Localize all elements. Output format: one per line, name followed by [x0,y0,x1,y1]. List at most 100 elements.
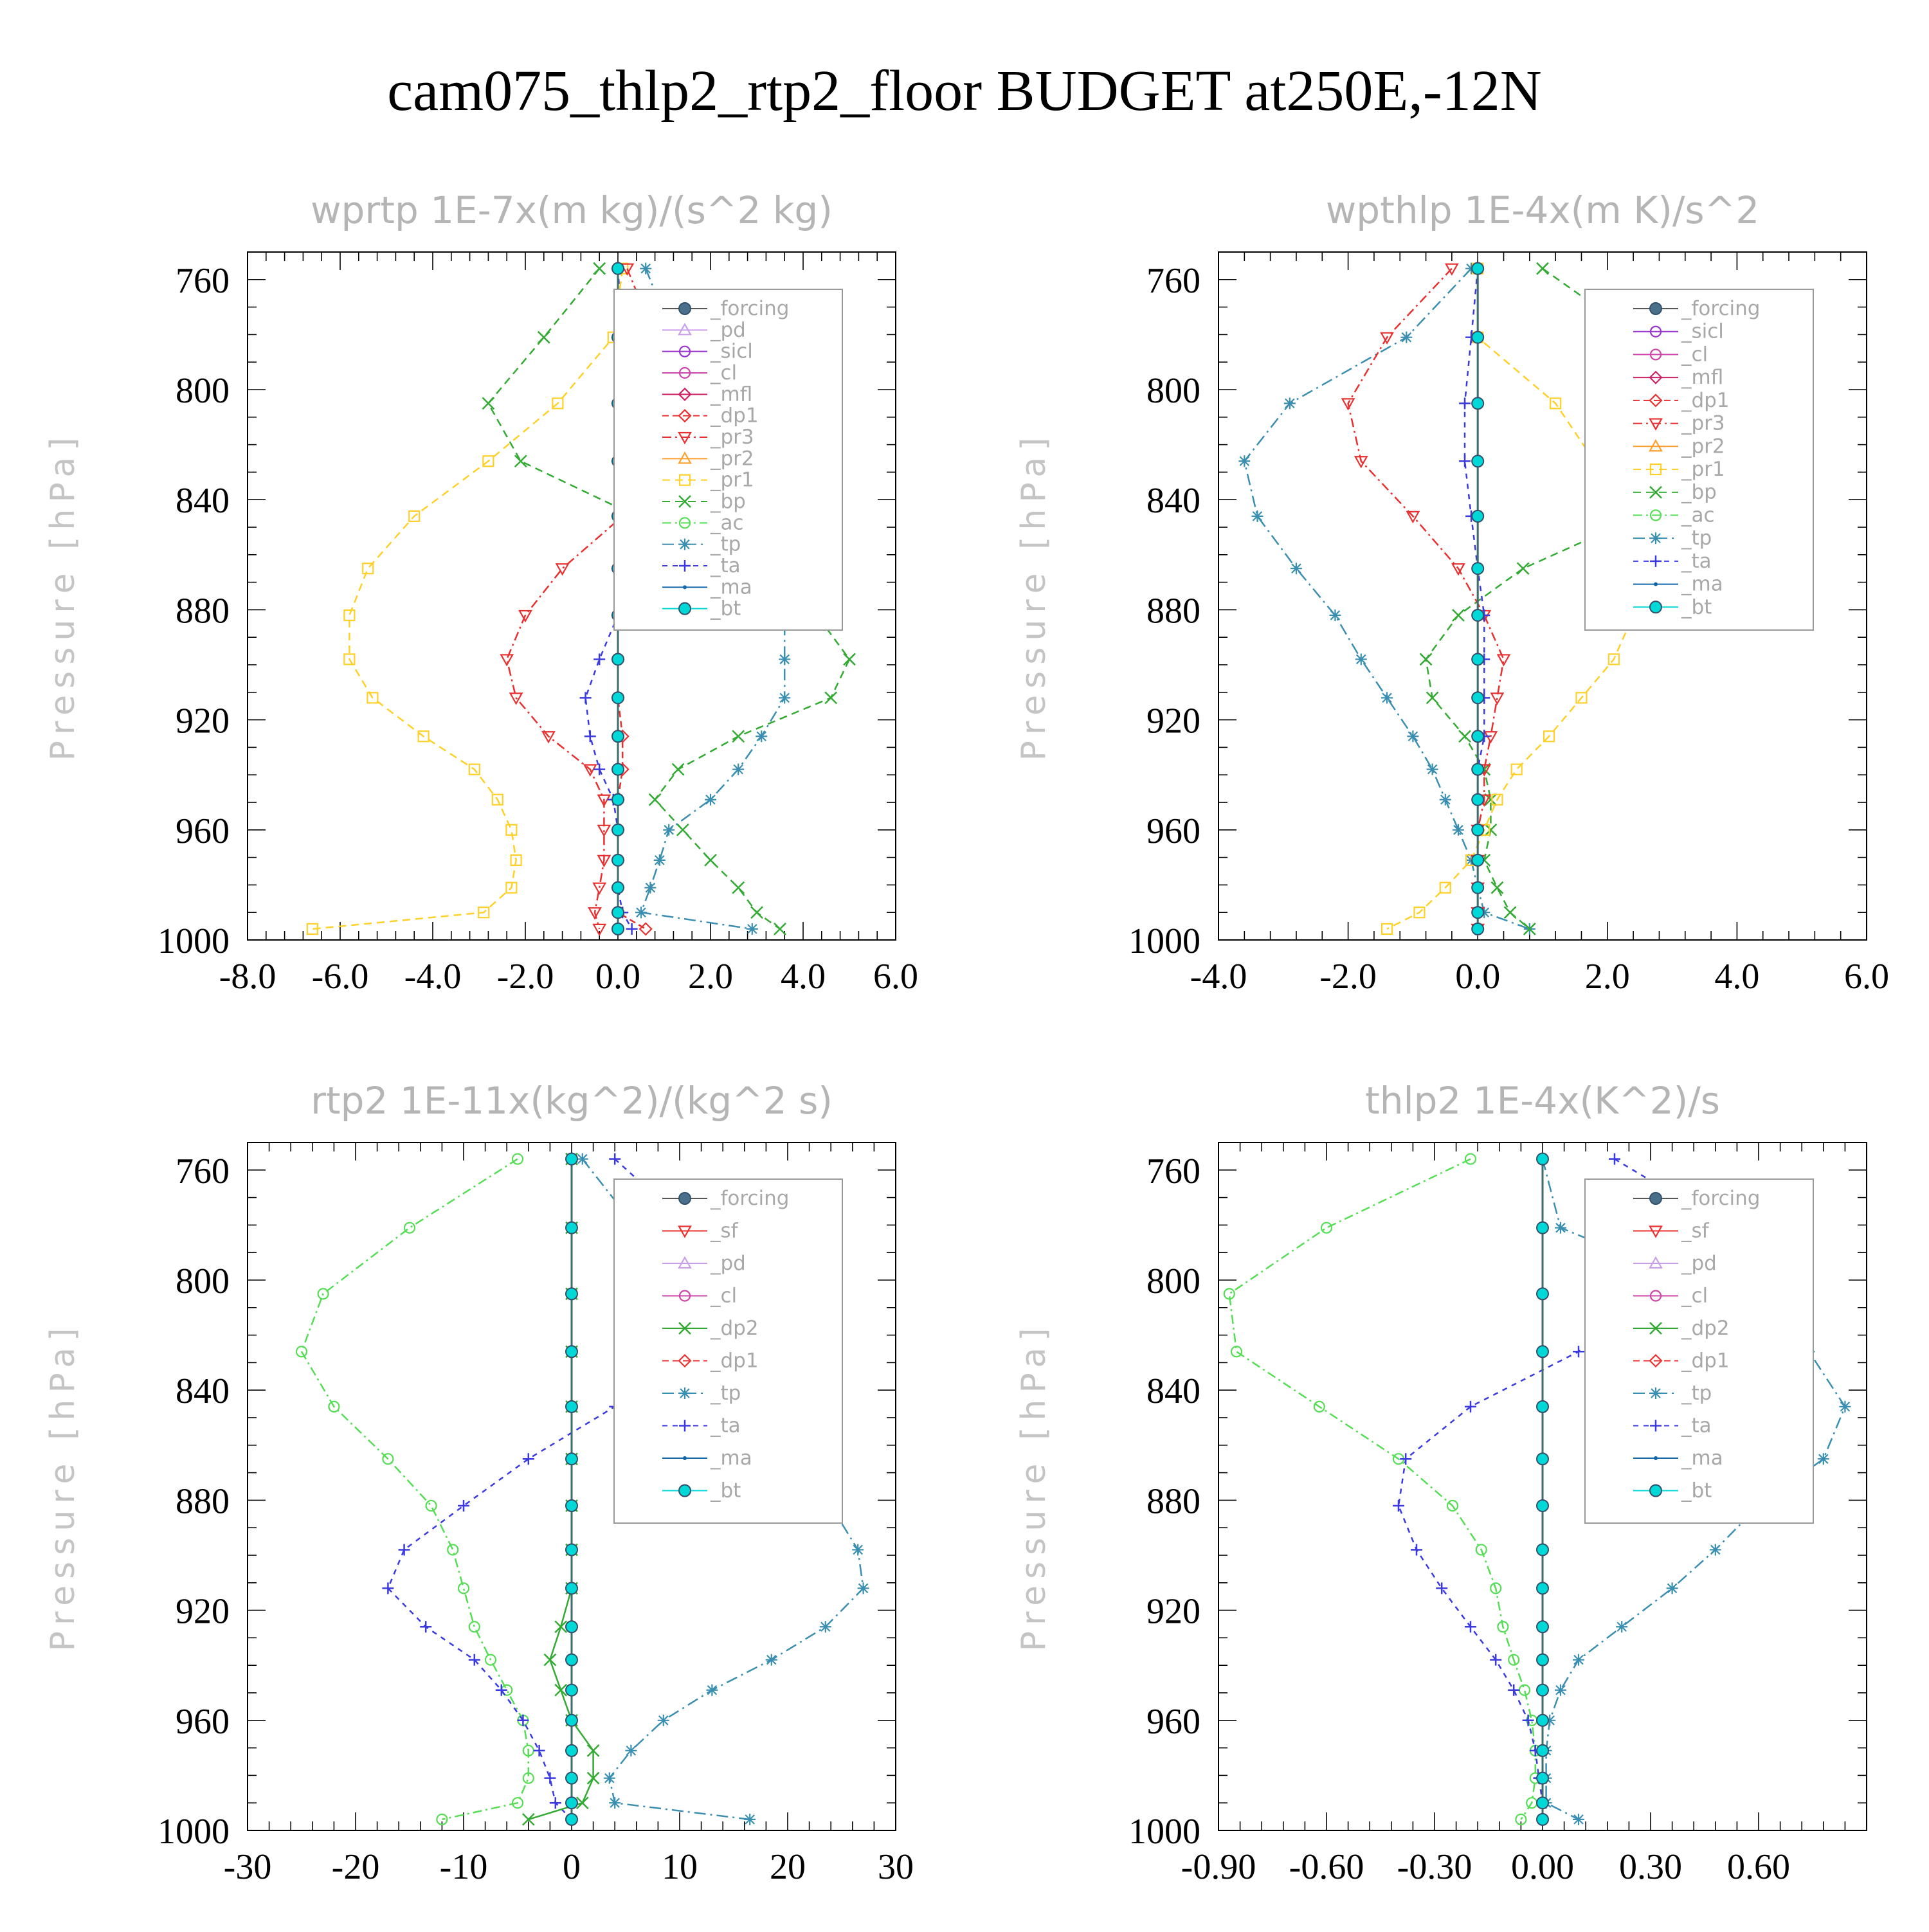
data-point-pr1 [1543,730,1555,743]
legend-box [1584,289,1814,631]
data-point-bt [1536,1771,1549,1785]
x-tick-label: -0.90 [1181,1847,1256,1887]
data-point-tp [852,1544,864,1556]
legend-box [613,289,843,631]
legend: _forcing _sf _pd _cl _dp2 _dp1 _tp _ta _ma _bt [1584,1178,1814,1524]
data-point-bt [1536,1499,1549,1512]
data-point-bt [611,691,624,705]
legend-label: _dp1 [710,1350,759,1373]
data-point-bp [671,763,685,776]
data-point-ac [1518,1684,1531,1696]
data-point-bt [1471,608,1485,622]
data-point-ta [1522,1714,1534,1726]
data-point-ta [1490,1654,1502,1666]
data-point-bt [611,730,624,743]
y-tick-label: 800 [176,1261,230,1301]
data-point-bt [611,262,624,275]
legend-marker [678,495,691,508]
data-point-bt [1471,562,1485,575]
data-point-bt [611,793,624,806]
legend-marker [679,1420,691,1432]
data-point-pr3 [555,563,570,576]
data-point-bt [565,1713,578,1727]
y-tick-label: 880 [1146,591,1200,631]
legend-label: _ma [710,1447,752,1470]
legend-label: _bt [1681,1479,1712,1503]
data-point-bp [732,730,745,743]
legend-label: _ta [1681,550,1712,573]
x-tick-label: 6.0 [873,957,918,997]
legend-marker [1650,555,1662,567]
data-point-bt [1536,1744,1549,1757]
data-point-bp [1452,609,1465,622]
data-point-ac [403,1222,416,1234]
data-point-bt [1471,823,1485,836]
legend-marker [678,302,691,315]
data-point-bt [565,1582,578,1595]
data-point-bt [1471,397,1485,410]
legend: _forcing _sf _pd _cl _dp2 _dp1 _tp _ta _ma _bt [613,1178,843,1524]
legend-label: _cl [710,361,737,384]
x-tick-label: -6.0 [312,957,369,997]
data-point-tp [640,262,652,275]
legend-label: _sicl [1681,320,1724,343]
legend-marker [679,560,691,572]
legend-label: _mfl [1681,366,1723,389]
data-point-bt [1471,793,1485,806]
data-point-bt [1536,1796,1549,1810]
data-point-bt [1536,1543,1549,1557]
data-point-pr3 [1341,398,1355,411]
legend-label: _sf [1681,1220,1710,1243]
data-point-bt [1471,653,1485,666]
data-point-ac [1223,1288,1235,1300]
legend-marker [1649,393,1663,408]
data-point-bp [1426,691,1439,705]
data-point-bt [1471,262,1485,275]
panel-3: rtp2 1E-11x(kg^2)/(kg^2 s) Pressure [hPa]… [44,1079,914,1887]
data-point-bt [1471,922,1485,935]
series-pr3 [500,263,685,937]
legend-label: _cl [1681,343,1708,366]
data-point-tp [1465,854,1478,866]
legend-label: _tp [710,1382,741,1405]
data-point-pr3 [509,692,523,705]
data-point-bt [565,1543,578,1557]
legend-label: _pr3 [1681,412,1725,435]
data-point-pr1 [505,881,518,894]
series-ac [295,1153,534,1825]
data-point-bt [1471,330,1485,344]
y-tick-label: 840 [1146,1371,1200,1411]
data-point-ac [1464,1153,1477,1165]
data-point-tp [1555,1222,1566,1234]
legend-marker [1649,325,1662,338]
data-point-bt [1471,853,1485,867]
y-tick-label: 840 [1146,481,1200,521]
legend-marker [1649,370,1663,384]
legend-marker [678,1290,691,1302]
data-point-ac [317,1288,329,1300]
data-point-pr1 [362,563,374,575]
data-point-tp [819,1621,831,1633]
x-tick-label: -30 [224,1847,272,1887]
plot-frame [1218,251,1867,941]
data-point-ac [484,1654,497,1666]
series-line-pr3 [505,268,679,930]
x-tick-label: -4.0 [404,957,462,997]
data-point-tp [1573,1654,1584,1666]
legend-marker [678,366,691,379]
legend-marker [1649,348,1662,361]
data-point-tp [746,923,758,935]
data-point-pr1 [417,730,430,743]
legend-label: _pd [710,1252,746,1275]
data-point-tp [1573,1813,1584,1825]
data-point-bp [593,262,606,275]
legend-label: _ma [710,575,752,599]
data-point-pr1 [1413,907,1426,919]
data-point-tp [706,1684,718,1696]
data-point-bp [1536,262,1549,275]
data-point-pr1 [306,923,318,935]
series-bt [1536,1152,1549,1826]
data-point-bp [774,922,786,935]
